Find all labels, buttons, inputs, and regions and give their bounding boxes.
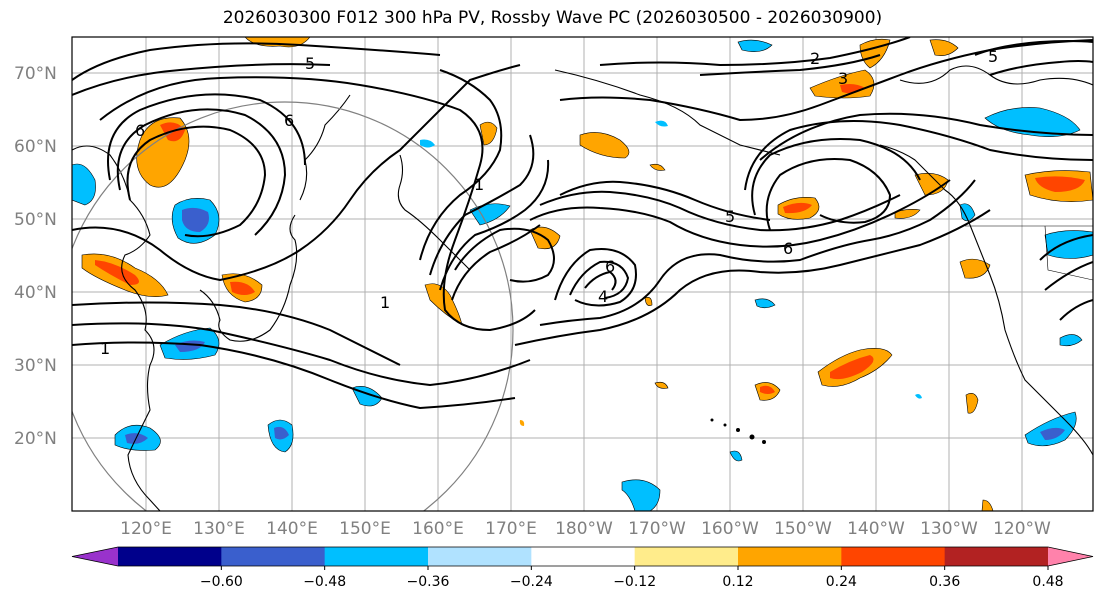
lat-tick: 60°N [14,137,57,157]
colorbar-segment [944,547,1049,566]
lon-tick: 140°W [847,519,905,539]
colorbar-tick-label: −0.60 [200,574,243,590]
lon-tick: 140°E [266,519,318,539]
lon-tick: 160°W [701,519,759,539]
lon-tick: 130°W [920,519,978,539]
contour-labels: 5 2 3 6 6 5 1 1 1 6 5 6 4 [100,47,998,358]
contour-label-6a: 6 [284,111,294,130]
colorbar-segment [738,547,842,566]
contour-label-3: 3 [838,69,848,88]
colorbar-tick-label: −0.48 [303,574,346,590]
contour-label-5c: 5 [988,47,998,66]
colorbar-segment [428,547,532,566]
colorbar-segment [841,547,946,566]
colorbar-extend-low [72,547,118,566]
range-circle [72,101,514,511]
colorbar-tick-label: 0.48 [1032,574,1063,590]
map-frame [71,36,1094,512]
lon-tick: 130°E [193,519,245,539]
lat-tick: 30°N [14,356,57,376]
lat-tick: 20°N [14,429,57,449]
chart-title: 2026030300 F012 300 hPa PV, Rossby Wave … [222,8,883,28]
colorbar-segment [531,547,636,566]
lon-tick: 120°E [120,519,172,539]
colorbar-tick-label: −0.12 [613,574,656,590]
contour-label-6d: 6 [605,257,615,276]
lon-tick: 170°E [485,519,537,539]
lon-tick: 150°E [339,519,391,539]
lon-ticks: 120°E 130°E 140°E 150°E 160°E 170°E 180°… [120,519,1051,539]
colorbar-tick-label: −0.24 [510,574,553,590]
lat-tick: 50°N [14,210,57,230]
contour-label-5a: 5 [305,54,315,73]
colorbar-segment [634,547,739,566]
contour-label-1a: 1 [100,339,110,358]
lat-tick: 70°N [14,64,57,84]
colorbar-segment [221,547,326,566]
colorbar-tick-label: 0.36 [929,574,960,590]
coastlines [72,65,1093,511]
contour-label-5b: 5 [725,207,735,226]
colorbar-outline [71,546,1094,567]
lon-tick: 160°E [412,519,464,539]
lon-tick: 180°W [555,519,613,539]
contour-label-1c: 1 [474,175,484,194]
lon-tick: 170°W [628,519,686,539]
contour-label-6b: 6 [135,121,145,140]
pv-contours [72,37,1093,410]
lat-ticks: 70°N 60°N 50°N 40°N 30°N 20°N [14,64,57,449]
colorbar-segment [118,547,222,566]
colorbar-extend-high [1048,547,1093,566]
lat-tick: 40°N [14,283,57,303]
lon-tick: 150°W [774,519,832,539]
borders [965,225,1093,281]
lon-tick: 120°W [993,519,1051,539]
colorbar-tick-label: −0.36 [407,574,450,590]
colorbar-tick-label: 0.24 [826,574,857,590]
contour-label-6c: 6 [783,239,793,258]
hawaii-islands [710,418,766,444]
contour-label-4: 4 [598,287,608,306]
colorbar-tick-label: 0.12 [722,574,753,590]
colorbar: −0.60 −0.48 −0.36 −0.24 −0.12 0.12 0.24 0.36 0.4… [71,546,1094,590]
colorbar-segment [324,547,429,566]
contour-label-2: 2 [810,49,820,68]
contour-label-1b: 1 [380,293,390,312]
